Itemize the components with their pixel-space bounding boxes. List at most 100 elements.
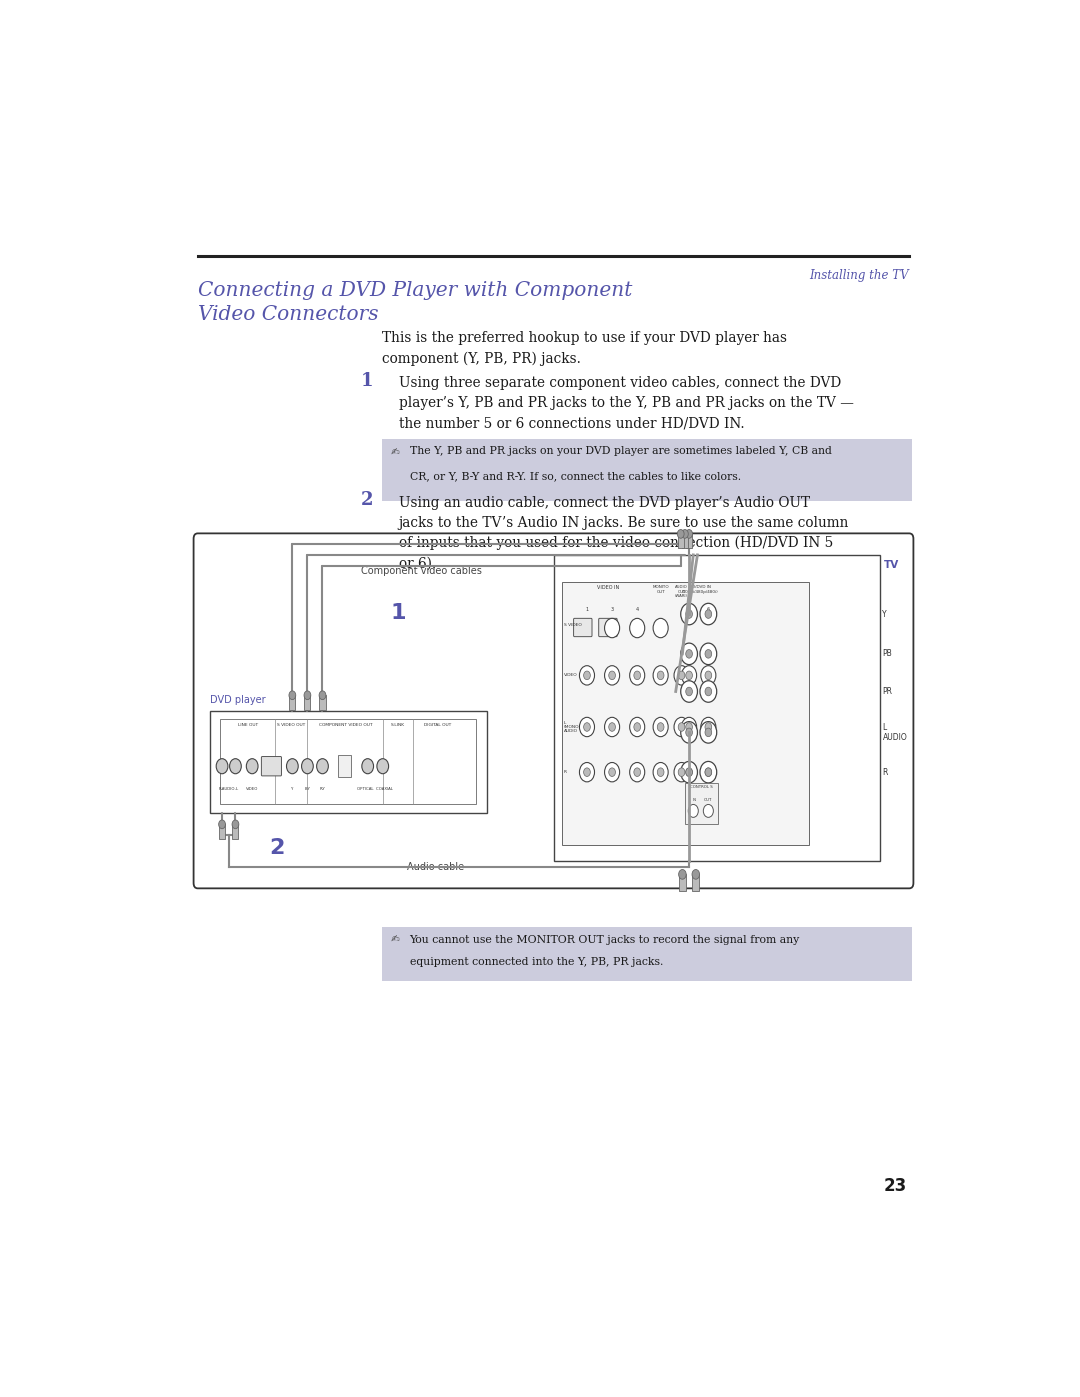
FancyBboxPatch shape — [573, 619, 592, 637]
Text: DIGITAL OUT: DIGITAL OUT — [424, 722, 451, 726]
Text: R: R — [882, 768, 888, 777]
Text: Y: Y — [882, 609, 887, 619]
Circle shape — [681, 763, 697, 782]
Bar — [219, 824, 225, 838]
Circle shape — [700, 722, 717, 743]
Circle shape — [605, 666, 620, 685]
Circle shape — [700, 761, 717, 782]
Circle shape — [319, 692, 326, 700]
FancyBboxPatch shape — [193, 534, 914, 888]
Text: MONITO
OUT: MONITO OUT — [652, 585, 669, 594]
Circle shape — [658, 671, 664, 680]
Circle shape — [686, 671, 692, 680]
Text: Connecting a DVD Player with Component: Connecting a DVD Player with Component — [198, 281, 632, 299]
Text: AUDIO-R (red)
AUDIO-L (white): AUDIO-R (red) AUDIO-L (white) — [566, 787, 638, 807]
Text: Video Connectors: Video Connectors — [198, 306, 378, 324]
Circle shape — [680, 643, 698, 665]
Circle shape — [677, 529, 684, 538]
Circle shape — [680, 680, 698, 703]
Circle shape — [362, 759, 374, 774]
Circle shape — [681, 717, 697, 736]
Circle shape — [686, 728, 692, 736]
Circle shape — [686, 529, 692, 538]
Text: The Y, PB and PR jacks on your DVD player are sometimes labeled Y, CB and: The Y, PB and PR jacks on your DVD playe… — [409, 446, 832, 457]
Circle shape — [678, 671, 685, 680]
Text: This is the preferred hookup to use if your DVD player has
component (Y, PB, PR): This is the preferred hookup to use if y… — [382, 331, 787, 366]
Circle shape — [705, 768, 712, 777]
Circle shape — [630, 717, 645, 736]
Circle shape — [605, 619, 620, 637]
Circle shape — [692, 869, 700, 879]
Circle shape — [605, 717, 620, 736]
Text: OPTICAL  COAXIAL: OPTICAL COAXIAL — [357, 788, 393, 792]
Circle shape — [630, 666, 645, 685]
Text: ✍: ✍ — [390, 935, 399, 944]
Bar — [678, 534, 684, 549]
Text: ✍: ✍ — [390, 447, 399, 457]
Circle shape — [678, 768, 685, 777]
Text: DVD player: DVD player — [211, 696, 266, 705]
Text: L
AUDIO: L AUDIO — [882, 722, 907, 742]
Circle shape — [653, 763, 669, 782]
Circle shape — [686, 609, 692, 619]
Text: S VIDEO OUT: S VIDEO OUT — [278, 722, 306, 726]
Circle shape — [705, 768, 712, 777]
Circle shape — [583, 722, 591, 731]
Circle shape — [289, 692, 296, 700]
Circle shape — [580, 666, 594, 685]
Text: S VIDEO: S VIDEO — [564, 623, 581, 627]
Circle shape — [653, 619, 669, 637]
Circle shape — [583, 768, 591, 777]
Circle shape — [634, 722, 640, 731]
Text: HD/DVD IN
(1080i/480p/480i): HD/DVD IN (1080i/480p/480i) — [681, 585, 718, 594]
Text: PR: PR — [882, 687, 892, 696]
Circle shape — [681, 529, 688, 538]
Circle shape — [377, 759, 389, 774]
Text: B-Y: B-Y — [305, 788, 310, 792]
Text: 2: 2 — [269, 838, 284, 858]
Text: CONTROL S: CONTROL S — [690, 785, 713, 789]
Text: equipment connected into the Y, PB, PR jacks.: equipment connected into the Y, PB, PR j… — [409, 957, 663, 967]
Circle shape — [609, 722, 616, 731]
Bar — [562, 581, 809, 845]
Circle shape — [580, 763, 594, 782]
Bar — [692, 875, 699, 890]
Text: R-Y: R-Y — [320, 788, 325, 792]
Text: Installing the TV: Installing the TV — [810, 268, 909, 282]
Circle shape — [686, 768, 692, 777]
Circle shape — [701, 717, 716, 736]
Text: 6: 6 — [706, 606, 710, 612]
Circle shape — [678, 722, 685, 731]
Circle shape — [700, 604, 717, 624]
Bar — [679, 875, 686, 890]
Circle shape — [316, 759, 328, 774]
Circle shape — [705, 609, 712, 619]
Circle shape — [680, 604, 698, 624]
Bar — [681, 534, 688, 549]
Circle shape — [686, 722, 692, 731]
Text: You cannot use the MONITOR OUT jacks to record the signal from any: You cannot use the MONITOR OUT jacks to … — [409, 935, 800, 944]
Circle shape — [218, 820, 226, 828]
Circle shape — [705, 671, 712, 680]
Text: CR, or Y, B-Y and R-Y. If so, connect the cables to like colors.: CR, or Y, B-Y and R-Y. If so, connect th… — [409, 471, 741, 481]
Circle shape — [305, 692, 311, 700]
Circle shape — [674, 763, 689, 782]
Bar — [220, 719, 476, 805]
Text: Component video cables: Component video cables — [361, 566, 482, 576]
Bar — [305, 696, 310, 710]
Circle shape — [653, 717, 669, 736]
Circle shape — [680, 761, 698, 782]
Bar — [289, 696, 295, 710]
Circle shape — [246, 759, 258, 774]
Circle shape — [583, 671, 591, 680]
Circle shape — [686, 768, 692, 777]
Circle shape — [580, 717, 594, 736]
Circle shape — [686, 650, 692, 658]
Circle shape — [705, 650, 712, 658]
Text: 1: 1 — [390, 604, 406, 623]
Text: VIDEO: VIDEO — [564, 673, 577, 678]
Circle shape — [705, 687, 712, 696]
Text: Using three separate component video cables, connect the DVD
player’s Y, PB and : Using three separate component video cab… — [399, 376, 853, 430]
Text: TV: TV — [885, 560, 900, 570]
Circle shape — [688, 805, 699, 817]
